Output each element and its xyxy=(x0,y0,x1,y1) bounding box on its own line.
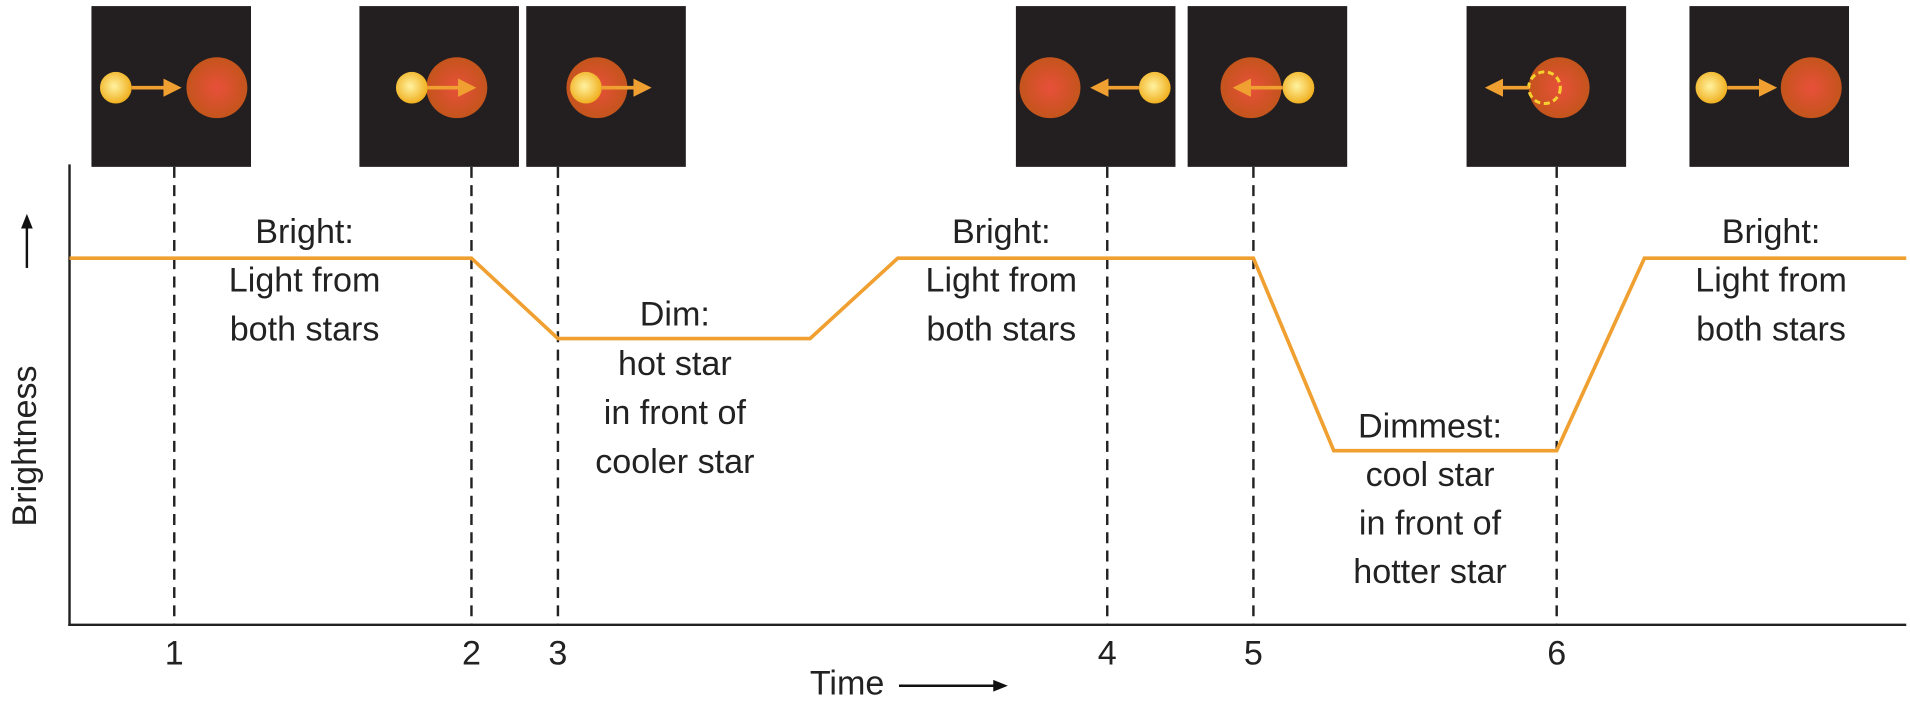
time-markers: 1 2 3 4 5 6 xyxy=(165,166,1566,672)
marker-label: 1 xyxy=(165,634,184,672)
phase-label-line: Light from xyxy=(1695,262,1847,300)
phase-label-line: Bright: xyxy=(255,213,354,251)
phase-label-line: in front of xyxy=(1359,504,1502,542)
marker-label: 2 xyxy=(462,634,481,672)
phase-label-line: Light from xyxy=(229,262,381,300)
phase-label-line: cooler star xyxy=(595,443,754,481)
y-axis-label: Brightness xyxy=(6,365,44,526)
panels xyxy=(91,6,1850,167)
marker-label: 3 xyxy=(548,634,567,672)
phase-label-line: in front of xyxy=(604,394,747,432)
phase-label-line: both stars xyxy=(926,310,1076,348)
x-axis-label: Time xyxy=(810,665,885,703)
phase-label-line: Dimmest: xyxy=(1358,408,1502,446)
phase-label-line: Light from xyxy=(925,262,1077,300)
phase-label-line: Dim: xyxy=(640,296,710,334)
phase-label-line: hot star xyxy=(618,345,732,383)
phase-label-line: cool star xyxy=(1366,456,1495,494)
phase-label-line: both stars xyxy=(230,310,380,348)
phase-labels: Bright: Light from both stars Dim: hot star i… xyxy=(229,213,1847,591)
marker-label: 6 xyxy=(1547,634,1566,672)
phase-label-line: both stars xyxy=(1696,310,1846,348)
phase-label-line: Bright: xyxy=(1722,213,1821,251)
marker-label: 4 xyxy=(1098,634,1117,672)
phase-label-line: hotter star xyxy=(1353,553,1507,591)
light-curve xyxy=(69,256,1907,453)
marker-label: 5 xyxy=(1244,634,1263,672)
phase-label-line: Bright: xyxy=(952,213,1051,251)
